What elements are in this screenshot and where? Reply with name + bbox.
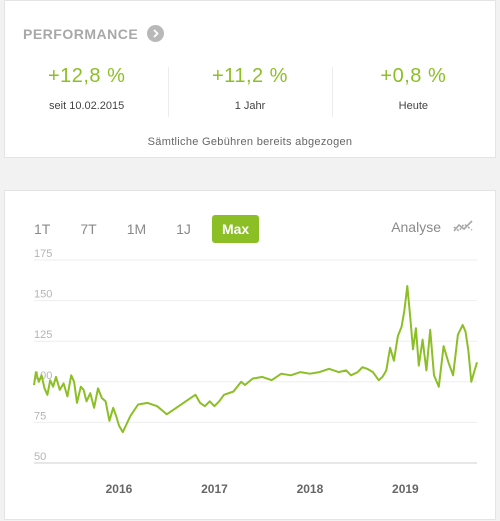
performance-stats: +12,8 % seit 10.02.2015 +11,2 % 1 Jahr +… — [5, 65, 495, 117]
stat-since-start: +12,8 % seit 10.02.2015 — [5, 65, 168, 112]
stat-value: +11,2 % — [212, 65, 288, 87]
tab-7t[interactable]: 7T — [80, 221, 97, 237]
tab-1j[interactable]: 1J — [176, 221, 191, 237]
x-tick-label: 2016 — [106, 482, 133, 496]
range-tabs: 1T 7T 1M 1J Max — [25, 215, 271, 243]
tab-1m[interactable]: 1M — [126, 221, 147, 237]
stat-one-year: +11,2 % 1 Jahr — [168, 65, 331, 117]
trend-lines-icon — [453, 220, 473, 233]
stat-label: Heute — [398, 100, 428, 112]
y-tick-label: 150 — [34, 289, 52, 301]
analyse-button[interactable]: Analyse — [391, 219, 473, 235]
series-line — [33, 285, 478, 434]
fees-note: Sämtliche Gebühren bereits abgezogen — [147, 136, 353, 148]
tab-max[interactable]: Max — [211, 215, 260, 243]
y-tick-label: 175 — [34, 248, 52, 260]
stat-today: +0,8 % Heute — [331, 65, 495, 117]
chart-card: 1T 7T 1M 1J Max Analyse 175 150 125 100 75 50… — [4, 190, 496, 520]
tab-1t[interactable]: 1T — [34, 221, 51, 237]
chevron-right-icon[interactable] — [147, 25, 165, 42]
stat-label: 1 Jahr — [234, 100, 266, 112]
performance-header[interactable]: PERFORMANCE — [23, 25, 165, 42]
y-tick-label: 75 — [34, 410, 46, 422]
stat-value: +12,8 % — [47, 65, 126, 87]
performance-title: PERFORMANCE — [23, 25, 139, 42]
stat-value: +0,8 % — [380, 65, 447, 87]
x-tick-label: 2019 — [392, 482, 419, 496]
analyse-label: Analyse — [391, 219, 441, 235]
y-tick-label: 50 — [34, 451, 46, 463]
performance-card: PERFORMANCE +12,8 % seit 10.02.2015 +11,… — [4, 0, 496, 158]
y-tick-label: 125 — [34, 329, 52, 341]
x-tick-label: 2018 — [297, 482, 324, 496]
x-tick-label: 2017 — [201, 482, 228, 496]
stat-label: seit 10.02.2015 — [49, 100, 125, 112]
